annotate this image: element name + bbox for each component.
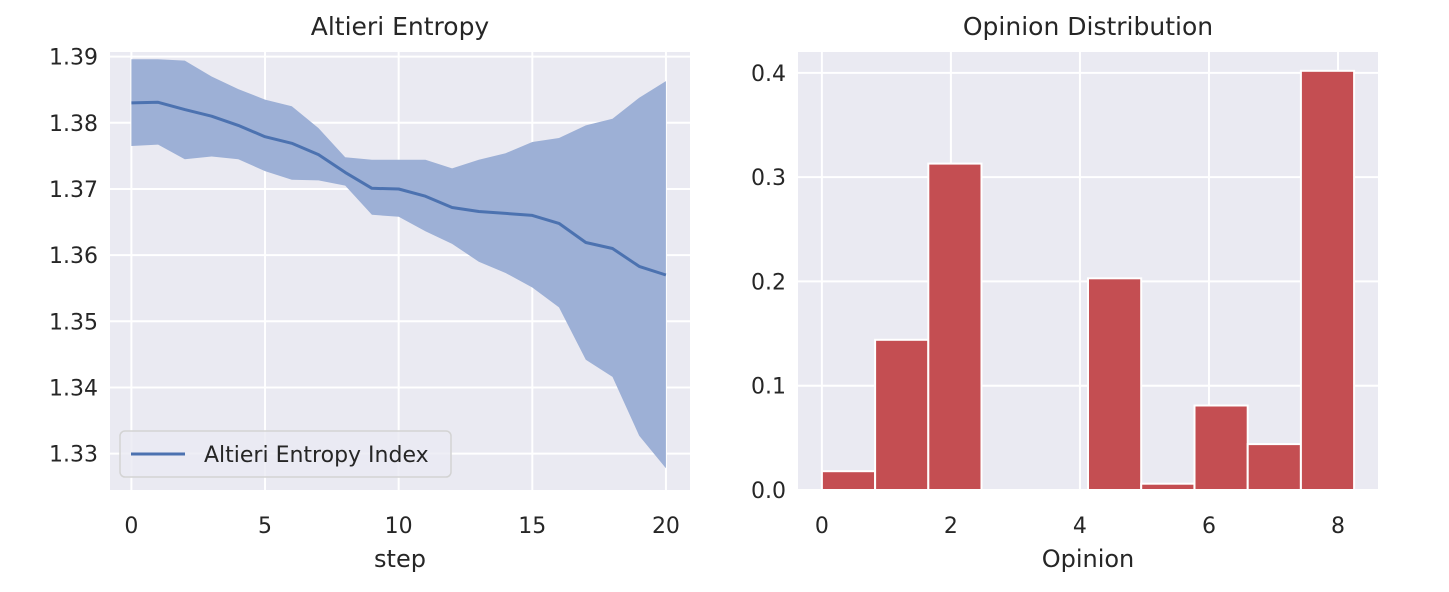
entropy-x-ticks: 0 5 10 15 20 xyxy=(124,514,680,539)
opinion-y-ticks: 0.0 0.1 0.2 0.3 0.4 xyxy=(751,62,786,504)
entropy-x-axis-label: step xyxy=(374,545,426,573)
histogram-bar xyxy=(874,338,930,491)
x-tick-label: 0 xyxy=(815,514,829,539)
entropy-confidence-band xyxy=(131,59,666,469)
opinion-chart: 0 2 4 6 8 0.0 0.1 0.2 0.3 0.4 Opinion Distributi… xyxy=(751,12,1378,573)
legend-entry-label: Altieri Entropy Index xyxy=(204,443,429,468)
opinion-x-ticks: 0 2 4 6 8 xyxy=(815,514,1345,539)
y-tick-label: 0.1 xyxy=(751,375,786,400)
histogram-bar xyxy=(1246,443,1302,492)
entropy-chart: 0 5 10 15 20 1.33 1.34 1.35 1.36 1.37 1.38 1.39 Al… xyxy=(49,12,690,573)
x-tick-label: 20 xyxy=(652,514,680,539)
x-tick-label: 8 xyxy=(1331,514,1345,539)
y-tick-label: 1.34 xyxy=(49,376,98,401)
y-tick-label: 1.37 xyxy=(49,178,98,203)
x-tick-label: 4 xyxy=(1073,514,1087,539)
y-tick-label: 1.38 xyxy=(49,112,98,137)
entropy-index-line xyxy=(131,100,667,277)
x-tick-label: 2 xyxy=(944,514,958,539)
histogram-bar xyxy=(1193,404,1249,491)
entropy-chart-title: Altieri Entropy xyxy=(311,12,490,41)
legend-box xyxy=(119,430,452,478)
y-tick-label: 0.2 xyxy=(751,270,786,295)
histogram-bar xyxy=(1087,277,1143,491)
x-tick-label: 10 xyxy=(385,514,413,539)
x-tick-label: 0 xyxy=(124,514,138,539)
histogram-bar xyxy=(820,470,877,492)
x-tick-label: 6 xyxy=(1202,514,1216,539)
histogram-bar xyxy=(1140,482,1196,492)
x-tick-label: 5 xyxy=(258,514,272,539)
opinion-bars xyxy=(820,69,1356,492)
y-tick-label: 1.36 xyxy=(49,244,98,269)
histogram-bar xyxy=(927,162,983,491)
entropy-legend: Altieri Entropy Index xyxy=(119,430,452,478)
y-tick-label: 1.39 xyxy=(49,46,98,71)
y-tick-label: 1.35 xyxy=(49,310,98,335)
y-tick-label: 1.33 xyxy=(49,443,98,468)
histogram-bar xyxy=(1299,69,1356,492)
y-tick-label: 0.0 xyxy=(751,479,786,504)
entropy-y-ticks: 1.33 1.34 1.35 1.36 1.37 1.38 1.39 xyxy=(49,46,98,468)
y-tick-label: 0.4 xyxy=(751,62,786,87)
x-tick-label: 15 xyxy=(518,514,546,539)
y-tick-label: 0.3 xyxy=(751,166,786,191)
opinion-x-axis-label: Opinion xyxy=(1042,545,1135,573)
opinion-chart-title: Opinion Distribution xyxy=(963,12,1213,41)
